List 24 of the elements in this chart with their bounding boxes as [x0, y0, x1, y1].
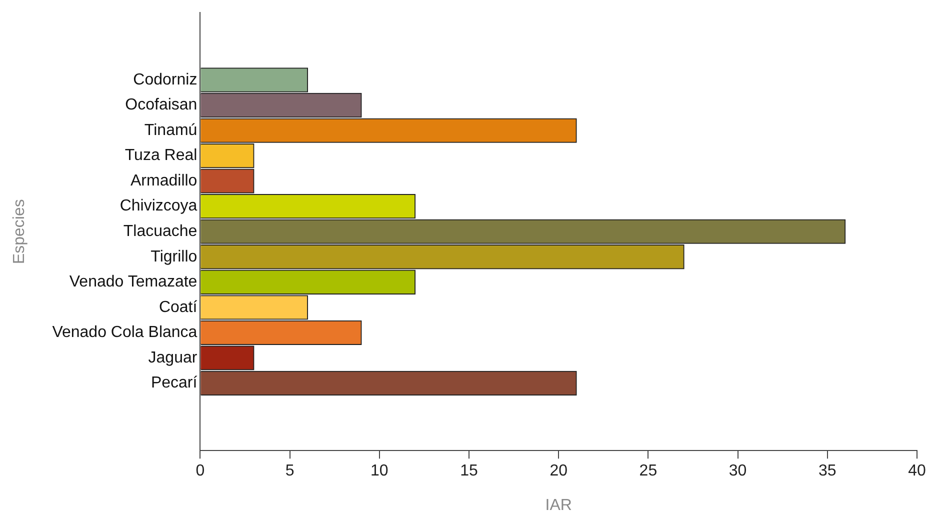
x-tick-label: 0 [196, 462, 205, 480]
y-tick-label: Codorniz [133, 71, 198, 88]
y-tick-label: Chivizcoya [120, 198, 198, 215]
y-tick-label: Tinamú [144, 122, 198, 139]
x-tick-label: 35 [818, 462, 836, 480]
y-tick-label: Tigrillo [150, 248, 198, 266]
y-tick-label: Coatí [158, 298, 198, 316]
y-tick-label: Venado Cola Blanca [52, 324, 198, 342]
y-tick-label: Pecarí [150, 374, 198, 392]
x-tick-label: 5 [285, 462, 294, 480]
x-tick-label: 30 [728, 462, 747, 480]
y-tick-label: Armadillo [130, 172, 198, 190]
y-tick-label: Venado Temazate [69, 274, 198, 291]
x-tick-label: 10 [370, 462, 388, 480]
x-tick-label: 40 [908, 462, 926, 480]
y-tick-label: Tuza Real [124, 147, 198, 164]
y-tick-label: Tlacuache [123, 223, 198, 240]
y-tick-label: Jaguar [148, 349, 198, 366]
x-tick-label: 25 [639, 462, 658, 480]
y-axis-title: Especies [11, 199, 28, 264]
x-tick-label: 15 [460, 462, 478, 480]
y-tick-label: Ocofaisan [125, 96, 198, 114]
x-axis-title: IAR [545, 496, 572, 514]
x-tick-label: 20 [550, 462, 568, 480]
